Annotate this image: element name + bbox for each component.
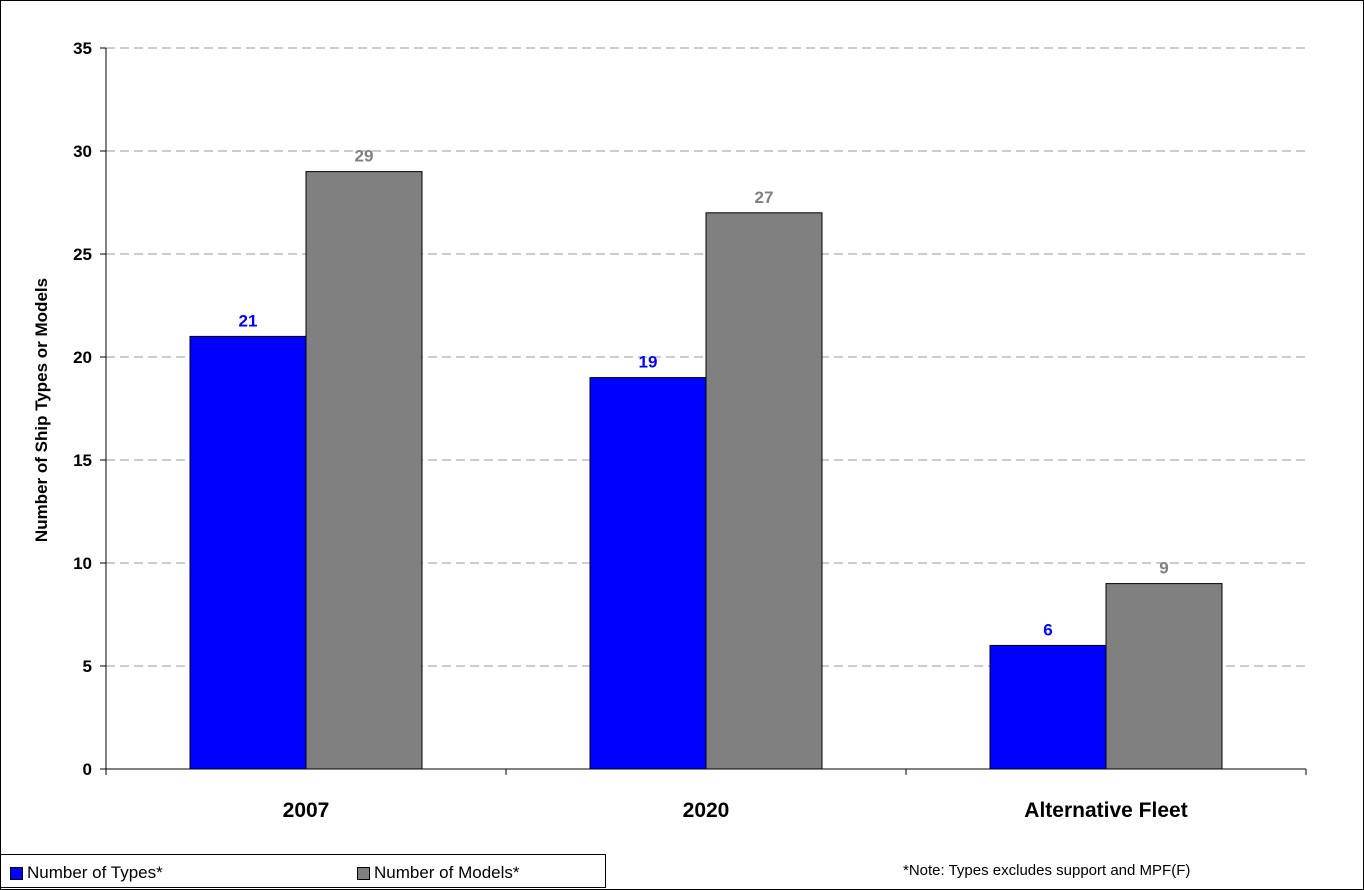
legend-item-types: Number of Types* xyxy=(10,863,163,883)
legend-label-models: Number of Models* xyxy=(374,863,520,882)
chart-footnote: *Note: Types excludes support and MPF(F) xyxy=(903,862,1191,879)
y-tick-label-10: 10 xyxy=(73,554,92,573)
y-axis-title: Number of Ship Types or Models xyxy=(32,278,51,542)
y-tick-label-5: 5 xyxy=(83,657,92,676)
legend-label-types: Number of Types* xyxy=(27,863,163,882)
y-tick-label-30: 30 xyxy=(73,142,92,161)
y-tick-label-20: 20 xyxy=(73,348,92,367)
y-tick-label-0: 0 xyxy=(83,760,92,779)
bar-models-1 xyxy=(705,212,823,770)
bar-types-1 xyxy=(589,377,707,770)
x-tick-label-2: Alternative Fleet xyxy=(1024,799,1187,822)
y-tick-label-15: 15 xyxy=(73,451,92,470)
y-tick-label-25: 25 xyxy=(73,245,92,264)
data-label-models-0: 29 xyxy=(355,147,374,166)
bar-models-2 xyxy=(1105,583,1223,770)
bar-models-0 xyxy=(305,171,423,770)
data-label-types-0: 21 xyxy=(239,311,258,330)
legend: Number of Types* Number of Models* xyxy=(0,854,606,888)
data-label-models-1: 27 xyxy=(755,188,774,207)
y-tick-label-35: 35 xyxy=(73,39,92,58)
legend-item-models: Number of Models* xyxy=(357,863,520,883)
bar-types-0 xyxy=(189,335,307,770)
data-label-models-2: 9 xyxy=(1159,559,1168,578)
legend-swatch-models xyxy=(357,866,370,880)
data-labels: 21 29 19 27 6 9 xyxy=(239,147,1169,640)
legend-swatch-types xyxy=(10,866,23,880)
bar-types-2 xyxy=(989,644,1107,770)
x-tick-label-0: 2007 xyxy=(283,799,330,822)
bars xyxy=(189,171,1223,770)
data-label-types-1: 19 xyxy=(639,353,658,372)
x-tick-label-1: 2020 xyxy=(683,799,730,822)
data-label-types-2: 6 xyxy=(1043,620,1052,639)
